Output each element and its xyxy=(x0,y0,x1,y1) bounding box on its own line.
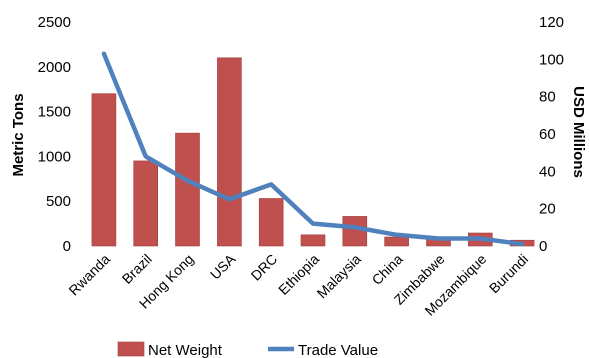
category-label-burundi: Burundi xyxy=(486,251,531,296)
bar-brazil xyxy=(133,160,158,247)
legend-label-net-weight: Net Weight xyxy=(148,342,223,358)
right-tick-label: 0 xyxy=(539,238,547,255)
right-tick-label: 60 xyxy=(539,126,556,143)
left-axis-title: Metric Tons xyxy=(10,93,27,176)
left-tick-label: 2500 xyxy=(38,14,71,31)
bar-china xyxy=(384,236,409,247)
bar-rwanda xyxy=(91,93,117,247)
left-tick-label: 500 xyxy=(46,193,71,210)
left-tick-label: 0 xyxy=(63,238,71,255)
right-tick-label: 100 xyxy=(539,51,564,68)
legend-swatch-net-weight xyxy=(117,341,145,357)
right-axis-ticks: 0 20 40 60 80 100 120 xyxy=(539,14,564,255)
category-label-china: China xyxy=(369,251,406,288)
bar-hong-kong xyxy=(175,132,200,247)
right-tick-label: 80 xyxy=(539,89,556,106)
right-tick-label: 20 xyxy=(539,201,556,218)
category-label-usa: USA xyxy=(207,250,239,282)
right-axis-title: USD Millions xyxy=(570,86,587,178)
right-tick-label: 120 xyxy=(539,14,564,31)
right-tick-label: 40 xyxy=(539,163,556,180)
left-tick-label: 2000 xyxy=(38,59,71,76)
legend-label-trade-value: Trade Value xyxy=(298,342,378,358)
bar-usa xyxy=(217,57,242,247)
bar-malaysia xyxy=(342,216,368,247)
bar-ethiopia xyxy=(300,234,326,247)
trade-value-line xyxy=(101,51,525,247)
category-label-drc: DRC xyxy=(248,251,281,284)
left-tick-label: 1500 xyxy=(38,104,71,121)
category-label-brazil: Brazil xyxy=(119,251,155,287)
left-tick-label: 1000 xyxy=(38,148,71,165)
category-label-malaysia: Malaysia xyxy=(314,251,365,302)
category-label-rwanda: Rwanda xyxy=(65,251,113,299)
legend: Net Weight Trade Value xyxy=(117,341,378,358)
bar-drc xyxy=(258,198,284,247)
left-axis-ticks: 0 500 1000 1500 2000 2500 xyxy=(38,14,71,255)
bar-series-group xyxy=(91,57,535,247)
line-series-group xyxy=(101,51,525,247)
